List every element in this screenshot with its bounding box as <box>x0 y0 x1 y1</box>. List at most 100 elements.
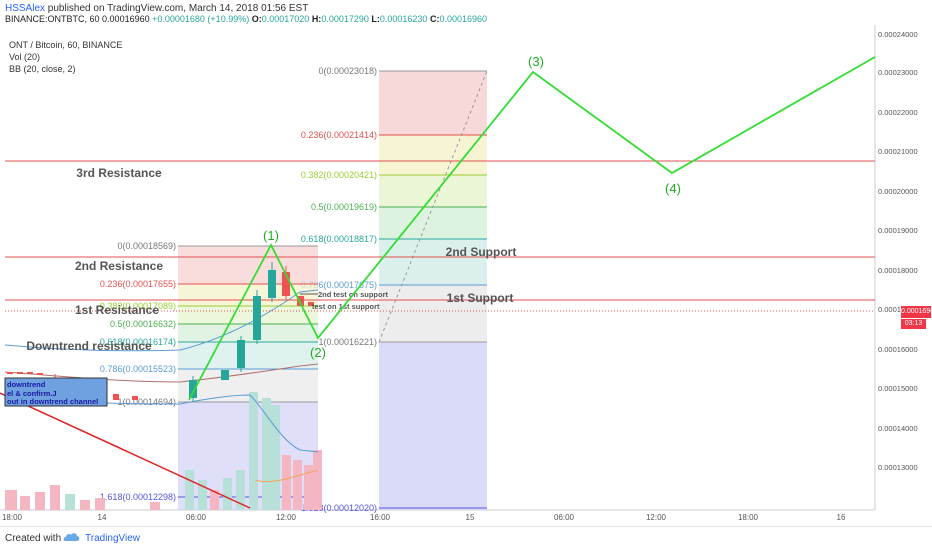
price-tick: 0.00024000 <box>878 30 918 39</box>
low-value: 0.00016230 <box>379 14 428 24</box>
volume-bar <box>282 455 291 510</box>
fib-trend-line <box>378 70 488 343</box>
test-first-note: test on 1st support <box>312 302 380 311</box>
open-label: O: <box>251 14 262 24</box>
volume-bar <box>223 478 232 510</box>
resistance-lines[interactable] <box>5 160 875 312</box>
candle <box>132 396 138 400</box>
created-with-text: Created with <box>5 533 62 544</box>
chart-canvas[interactable]: 0(0.00023018) 0.236(0.00021414) 0.382(0.… <box>0 0 932 526</box>
note-box-bg <box>4 377 108 407</box>
volume-bar <box>80 500 90 510</box>
downtrend-note-box[interactable]: downtrend el & confirm.J out in downtren… <box>4 377 108 407</box>
candle <box>7 372 13 374</box>
volume-bar <box>198 480 207 510</box>
fib-label: 1(0.00016221) <box>318 337 377 347</box>
volume-bar <box>150 502 160 510</box>
legend-title[interactable]: ONT / Bitcoin, 60, BINANCE <box>9 40 123 50</box>
time-tick: 12:00 <box>646 513 667 522</box>
candle <box>221 370 229 380</box>
legend-vol[interactable]: Vol (20) <box>9 52 41 62</box>
second-resistance-label: 2nd Resistance <box>75 259 163 273</box>
volume-bar <box>236 470 245 510</box>
candle <box>297 296 304 306</box>
symbol-label: BINANCE:ONTBTC, 60 <box>5 14 100 24</box>
time-tick: 18:00 <box>738 513 759 522</box>
ohlc-line: BINANCE:ONTBTC, 60 0.00016960 +0.0000168… <box>5 14 487 24</box>
price-change: +0.00001680 (+10.99%) <box>152 14 250 24</box>
wave-3-label: (3) <box>528 54 544 69</box>
time-tick: 06:00 <box>186 513 207 522</box>
publish-line: HSSAlex published on TradingView.com, Ma… <box>5 3 308 14</box>
low-label: L: <box>371 14 380 24</box>
volume-bar <box>262 398 271 510</box>
volume-bar <box>249 392 258 510</box>
price-tick: 0.00019000 <box>878 226 918 235</box>
close-label: C: <box>429 14 440 24</box>
bar-countdown-badge: 03:13 <box>901 319 926 329</box>
tradingview-brand-link[interactable]: TradingView <box>85 533 141 544</box>
fib-label: 0.382(0.00017089) <box>100 301 176 311</box>
volume-bar <box>271 405 280 510</box>
fib-band <box>178 246 318 284</box>
price-axis[interactable]: 0.00024000 0.00023000 0.00022000 0.00021… <box>878 30 918 472</box>
time-tick: 15 <box>466 513 475 522</box>
fib-label: 0.618(0.00016174) <box>100 337 176 347</box>
first-support-label: 1st Support <box>447 291 514 305</box>
tradingview-logo-icon[interactable] <box>63 531 81 545</box>
fib-label: 0.382(0.00020421) <box>301 170 377 180</box>
downtrend-line[interactable] <box>0 392 251 509</box>
current-price-badge: 0.00016960 <box>901 306 932 318</box>
volume-bar <box>95 498 105 510</box>
note-line: out in downtrend channel <box>7 397 98 406</box>
time-tick: 14 <box>98 513 107 522</box>
fib-band <box>379 207 487 239</box>
volume-bar <box>20 496 30 510</box>
fib-band <box>178 306 318 324</box>
price-tick: 0.00017000 <box>878 305 918 314</box>
volume-bar <box>313 450 322 510</box>
fib-retracement-large[interactable]: 0(0.00023018) 0.236(0.00021414) 0.382(0.… <box>301 66 488 513</box>
time-tick: 06:00 <box>554 513 575 522</box>
volume-bar <box>50 485 60 510</box>
time-tick: 18:00 <box>2 513 23 522</box>
fib-label: 1.618(0.00012020) <box>301 503 377 513</box>
elliott-wave-path[interactable] <box>188 56 876 401</box>
high-label: H: <box>311 14 322 24</box>
fib-label: 0.236(0.00021414) <box>301 130 377 140</box>
wave-2-label: (2) <box>310 345 326 360</box>
fib-label: 0(0.00023018) <box>318 66 377 76</box>
volume-bar <box>293 460 302 510</box>
third-resistance-label: 3rd Resistance <box>76 166 162 180</box>
author-link[interactable]: HSSAlex <box>5 3 46 14</box>
candle <box>17 372 23 374</box>
fib-band <box>178 342 318 369</box>
candle <box>27 372 33 374</box>
publish-info: published on TradingView.com, March 14, … <box>47 3 309 14</box>
chart-header: HSSAlex published on TradingView.com, Ma… <box>0 0 932 24</box>
volume-bar <box>35 492 45 510</box>
fib-label: 0.786(0.00015523) <box>100 364 176 374</box>
high-value: 0.00017290 <box>321 14 369 24</box>
price-tick: 0.00022000 <box>878 108 918 117</box>
candle <box>253 296 261 340</box>
wave-4-label: (4) <box>665 181 681 196</box>
time-axis[interactable]: 18:00 14 06:00 12:00 16:00 15 06:00 12:0… <box>2 513 846 522</box>
volume-bars <box>5 392 322 510</box>
fib-label: 1.618(0.00012298) <box>100 492 176 502</box>
candle <box>308 302 314 306</box>
time-tick: 16:00 <box>370 513 391 522</box>
fib-label: 0.236(0.00017655) <box>100 279 176 289</box>
volume-bar <box>304 465 313 510</box>
fib-label: 0.5(0.00016632) <box>110 319 176 329</box>
fib-band <box>379 71 487 135</box>
fib-band <box>379 285 487 342</box>
fib-band <box>379 135 487 175</box>
note-line: el & confirm.J <box>7 389 57 398</box>
close-value: 0.00016960 <box>439 14 488 24</box>
fib-label: 0(0.00018569) <box>117 241 176 251</box>
fib-band <box>379 342 487 510</box>
legend-bb[interactable]: BB (20, close, 2) <box>9 64 76 74</box>
fib-label: 0.5(0.00019619) <box>311 202 377 212</box>
candle <box>268 270 276 298</box>
